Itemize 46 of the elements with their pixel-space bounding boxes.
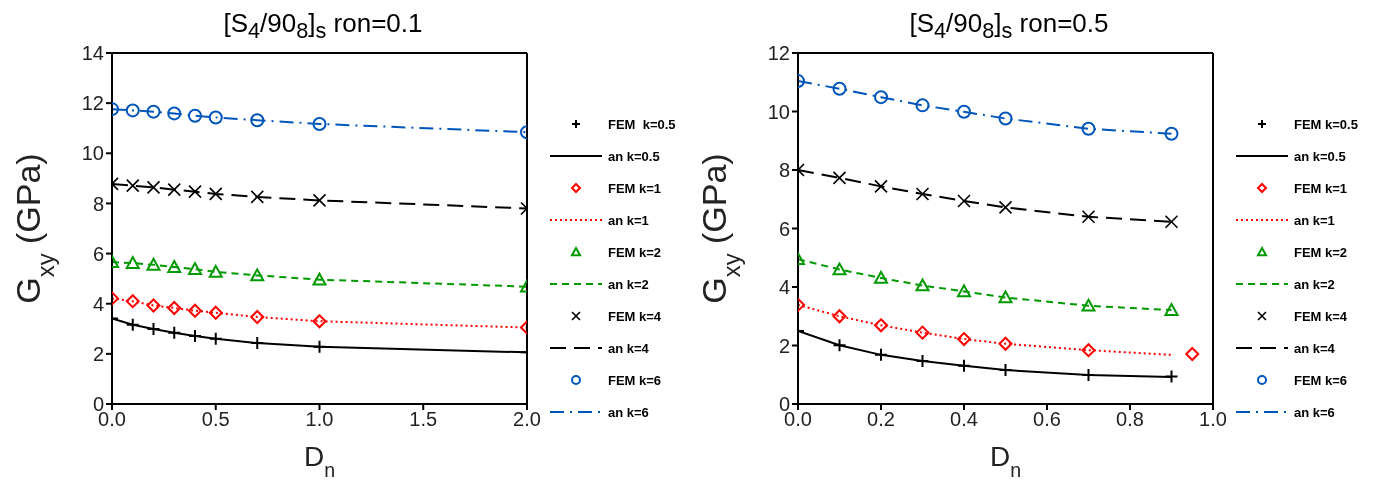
x-tick-label: 0.6: [1033, 408, 1061, 431]
legend-label: an k=6: [1294, 404, 1335, 420]
y-tick-label: 12: [767, 42, 790, 65]
legend-label: FEM k=1: [608, 180, 662, 196]
x-tick-label: 0.5: [201, 408, 230, 431]
legend-label: an k=0.5: [1294, 148, 1346, 164]
legend-label: FEM k=6: [1294, 372, 1348, 388]
y-tick-label: 4: [778, 276, 790, 299]
legend-label: FEM k=0.5: [608, 116, 676, 132]
x-tick-label: 0.4: [950, 408, 978, 431]
legend-label: FEM k=4: [1294, 308, 1348, 324]
x-tick-label: 1.0: [1199, 408, 1227, 431]
y-tick-label: 2: [92, 342, 104, 365]
x-tick-label: 0.8: [1116, 408, 1144, 431]
x-tick-label: 0.2: [867, 408, 895, 431]
y-tick-label: 2: [778, 334, 790, 357]
legend-label: FEM k=1: [1294, 180, 1348, 196]
x-axis-title: D$_{n}$: [989, 441, 1022, 481]
legend-label: an k=0.5: [608, 148, 660, 164]
legend-label: FEM k=0.5: [1294, 116, 1358, 132]
x-axis-title: D$_{n}$: [303, 441, 336, 481]
y-tick-label: 10: [767, 100, 790, 123]
x-tick-label: 1.5: [409, 408, 438, 431]
y-tick-label: 8: [778, 159, 790, 182]
legend-label: FEM k=6: [608, 372, 662, 388]
legend-label: an k=1: [1294, 212, 1335, 228]
legend-label: an k=4: [1294, 340, 1335, 356]
x-tick-label: 1.0: [305, 408, 334, 431]
x-tick-label: 2.0: [513, 408, 541, 431]
chart-title: [S$_{4}$/90$_{8}$]$_{s}$ ron=0.1: [222, 8, 424, 44]
y-tick-label: 6: [778, 217, 790, 240]
y-tick-label: 8: [92, 192, 104, 215]
legend-label: an k=1: [608, 212, 649, 228]
legend-label: an k=4: [608, 340, 649, 356]
chart-title: [S$_{4}$/90$_{8}$]$_{s}$ ron=0.5: [908, 8, 1110, 44]
legend-label: an k=2: [1294, 276, 1335, 292]
y-tick-label: 10: [81, 142, 104, 165]
y-tick-label: 4: [92, 292, 104, 315]
legend-label: FEM k=4: [608, 308, 662, 324]
legend-label: FEM k=2: [1294, 244, 1348, 260]
legend-label: an k=6: [608, 404, 649, 420]
legend-label: FEM k=2: [608, 244, 662, 260]
y-tick-label: 12: [81, 92, 104, 115]
legend-label: an k=2: [608, 276, 649, 292]
y-tick-label: 14: [81, 42, 104, 65]
y-tick-label: 6: [92, 242, 104, 265]
